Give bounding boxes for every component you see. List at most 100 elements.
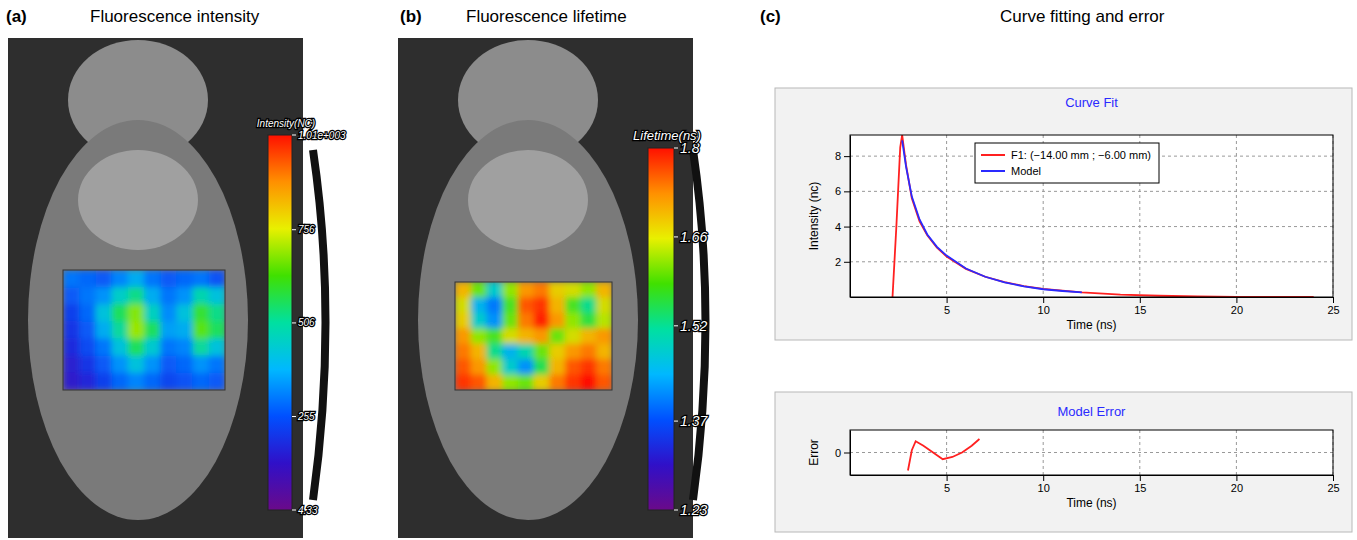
heat-cell [95,304,112,322]
x-axis: 510152025 [851,475,1340,494]
y-axis-title: Intensity (nc) [807,182,821,251]
heat-cell [565,297,581,313]
heat-cell [63,304,80,322]
tick-label: 10 [1038,304,1050,316]
colorbar-tick-label: 1.66 [680,229,707,245]
heat-cell [144,373,161,390]
colorbar-tick [674,236,678,237]
panel: (a)Fluorescence intensity1.01e+003756506… [6,7,346,538]
colorbar [648,148,674,510]
heat-cell [581,344,597,360]
tick: 10 [1038,297,1050,316]
colorbar-tick [292,229,296,230]
tick-label: 5 [944,304,950,316]
tick: 20 [1231,475,1243,494]
tick-label: 8 [835,150,841,162]
heat-cell [79,339,96,357]
x-axis-title: Time (ns) [1066,318,1116,332]
heat-cell [549,282,565,298]
heat-cell [160,270,177,288]
heat-cell [193,321,210,339]
tick-label: 10 [1038,482,1050,494]
heatmap-border [63,270,225,390]
heat-cell [518,375,534,390]
x-axis: 510152025 [851,297,1340,316]
heat-cell [596,375,612,390]
chart: Curve Fit5101520252468Time (ns)Intensity… [775,88,1352,340]
heat-cell [486,328,502,344]
heat-cell [209,287,225,305]
heat-cell [95,356,112,374]
heat-cell [549,328,565,344]
heat-cell [486,282,502,298]
axis-line [850,431,851,476]
tick-mark [1333,475,1334,481]
heat-cell [518,344,534,360]
heat-cell [534,344,550,360]
heat-cell [455,344,471,360]
heat-cell [95,373,112,390]
tick: 20 [1231,297,1243,316]
chart-title: Curve Fit [1065,95,1118,110]
colorbar-tick [674,148,678,149]
chart: Model Error5101520250Time (ns)Error [775,392,1352,532]
series-line [908,439,979,471]
heat-cell [596,328,612,344]
heat-cell [471,328,487,344]
tick-label: 15 [1134,482,1146,494]
panel-label: (a) [6,7,27,26]
heat-cell [486,375,502,390]
y-axis: 0 [835,431,851,476]
heat-cell [518,328,534,344]
tick-label: 15 [1134,304,1146,316]
heat-cell [596,313,612,329]
grid-line [946,135,947,297]
tick-mark [1140,475,1141,481]
heat-cell [565,328,581,344]
tick-label: 20 [1231,482,1243,494]
colorbar-tick [292,510,296,511]
heat-cell [455,328,471,344]
tick: 8 [835,150,850,162]
heat-cell [209,339,225,357]
heat-cell [596,282,612,298]
heat-cell [95,321,112,339]
colorbar-tick [292,416,296,417]
grid-line [850,452,1333,453]
panel-title: Fluorescence intensity [90,7,260,26]
heat-cell [79,304,96,322]
colorbar-tick [674,421,678,422]
heat-cell [455,375,471,390]
tick-mark [947,297,948,303]
tick-mark [844,453,850,454]
heat-cell [502,313,518,329]
heat-cell [549,375,565,390]
plot-area [850,430,1333,475]
heat-cell [596,359,612,375]
heat-cell [193,339,210,357]
heat-cell [518,313,534,329]
heat-cell [502,375,518,390]
colorbar-title: Lifetime(ns) [633,128,701,143]
image-shape [78,150,198,250]
tick-label: 20 [1231,304,1243,316]
heat-cell [63,356,80,374]
panel-title: Curve fitting and error [1000,7,1165,26]
heat-cell [128,321,145,339]
heat-cell [176,321,193,339]
chart-title: Model Error [1058,404,1127,419]
heat-cell [534,297,550,313]
heat-cell [534,359,550,375]
heatmap [455,282,612,390]
heat-cell [128,339,145,357]
heat-cell [502,328,518,344]
heat-cell [565,282,581,298]
tick-mark [1140,297,1141,303]
image-shape [418,120,638,520]
tick-mark [1043,475,1044,481]
heat-cell [518,359,534,375]
tick-mark [844,262,850,263]
heat-cell [193,304,210,322]
heat-cell [112,270,129,288]
heat-cell [128,304,145,322]
